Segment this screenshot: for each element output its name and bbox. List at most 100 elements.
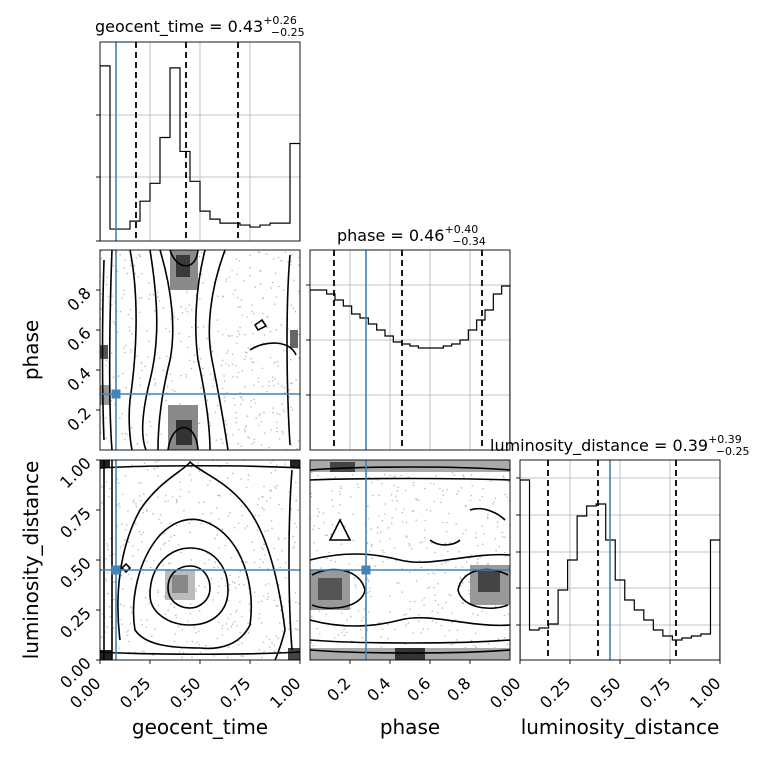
- sample-point: [419, 541, 421, 544]
- sample-point: [236, 296, 239, 299]
- sample-point: [197, 422, 200, 425]
- sample-point: [196, 641, 198, 644]
- sample-point: [166, 385, 169, 388]
- sample-point: [444, 542, 447, 545]
- sample-point: [261, 367, 264, 370]
- sample-point: [262, 641, 265, 643]
- sample-point: [259, 413, 262, 415]
- sample-point: [455, 639, 458, 641]
- sample-point: [162, 564, 164, 567]
- sample-point: [242, 655, 245, 657]
- sample-point: [186, 310, 189, 313]
- sample-point: [243, 358, 246, 361]
- sample-point: [164, 613, 167, 615]
- sample-point: [124, 259, 126, 262]
- sample-point: [282, 605, 285, 608]
- sample-point: [493, 501, 496, 503]
- sample-point: [240, 655, 243, 657]
- sample-point: [112, 265, 115, 267]
- sample-point: [409, 608, 411, 611]
- sample-point: [272, 411, 274, 414]
- sample-point: [224, 400, 226, 402]
- sample-point: [420, 566, 423, 569]
- sample-point: [435, 621, 437, 624]
- sample-point: [244, 385, 246, 388]
- sample-point: [269, 489, 271, 492]
- x-axis-label-phase: phase: [380, 715, 440, 739]
- sample-point: [241, 514, 243, 517]
- sample-point: [106, 626, 109, 628]
- sample-point: [148, 298, 150, 300]
- sample-point: [380, 636, 383, 638]
- sample-point: [422, 628, 425, 630]
- sample-point: [267, 596, 270, 598]
- sample-point: [106, 543, 108, 545]
- sample-point: [167, 609, 169, 611]
- sample-point: [262, 548, 265, 551]
- sample-point: [293, 546, 296, 548]
- sample-point: [234, 289, 236, 292]
- y-tick-label: 0.4: [63, 363, 94, 394]
- sample-point: [348, 563, 350, 565]
- sample-point: [313, 541, 315, 544]
- sample-point: [440, 563, 443, 565]
- sample-point: [238, 583, 241, 586]
- sample-point: [318, 633, 321, 635]
- sample-point: [105, 578, 107, 581]
- sample-point: [267, 568, 269, 570]
- sample-point: [244, 561, 247, 563]
- sample-point: [225, 584, 227, 587]
- sample-point: [378, 621, 380, 624]
- sample-point: [310, 641, 313, 644]
- sample-point: [268, 638, 271, 640]
- sample-point: [154, 382, 157, 384]
- sample-point: [263, 508, 265, 511]
- sample-point: [133, 499, 135, 501]
- sample-point: [171, 356, 173, 359]
- truth-marker: [111, 389, 121, 399]
- sample-point: [290, 304, 293, 307]
- sample-point: [131, 427, 133, 429]
- sample-point: [393, 476, 395, 478]
- sample-point: [118, 502, 121, 505]
- sample-point: [268, 385, 270, 387]
- sample-point: [101, 502, 103, 504]
- sample-point: [313, 524, 316, 527]
- sample-point: [250, 400, 252, 402]
- sample-point: [181, 629, 183, 631]
- sample-scatter: [100, 250, 300, 450]
- sample-point: [279, 566, 282, 569]
- sample-point: [260, 622, 263, 624]
- sample-point: [240, 396, 243, 399]
- sample-point: [101, 486, 103, 488]
- sample-point: [275, 328, 278, 331]
- sample-point: [231, 363, 234, 366]
- sample-point: [312, 645, 315, 647]
- sample-point: [429, 510, 432, 512]
- sample-point: [397, 582, 400, 584]
- sample-point: [417, 499, 420, 502]
- sample-point: [220, 577, 223, 580]
- sample-point: [241, 615, 243, 618]
- sample-point: [424, 519, 427, 522]
- sample-point: [124, 344, 127, 347]
- sample-point: [261, 312, 264, 315]
- sample-point: [376, 532, 379, 534]
- sample-point: [231, 353, 234, 356]
- sample-point: [223, 380, 226, 382]
- sample-point: [165, 355, 168, 358]
- sample-point: [270, 462, 272, 464]
- sample-point: [157, 460, 159, 462]
- sample-point: [381, 483, 383, 485]
- sample-point: [357, 486, 360, 489]
- sample-point: [250, 321, 253, 324]
- sample-point: [213, 655, 215, 657]
- sample-point: [454, 566, 457, 568]
- sample-point: [251, 541, 254, 544]
- sample-point: [229, 583, 231, 586]
- sample-point: [105, 580, 108, 583]
- quantile-lines-luminosity-distance: [547, 460, 677, 660]
- sample-point: [204, 644, 207, 647]
- sample-point: [244, 527, 247, 529]
- sample-point: [121, 623, 123, 625]
